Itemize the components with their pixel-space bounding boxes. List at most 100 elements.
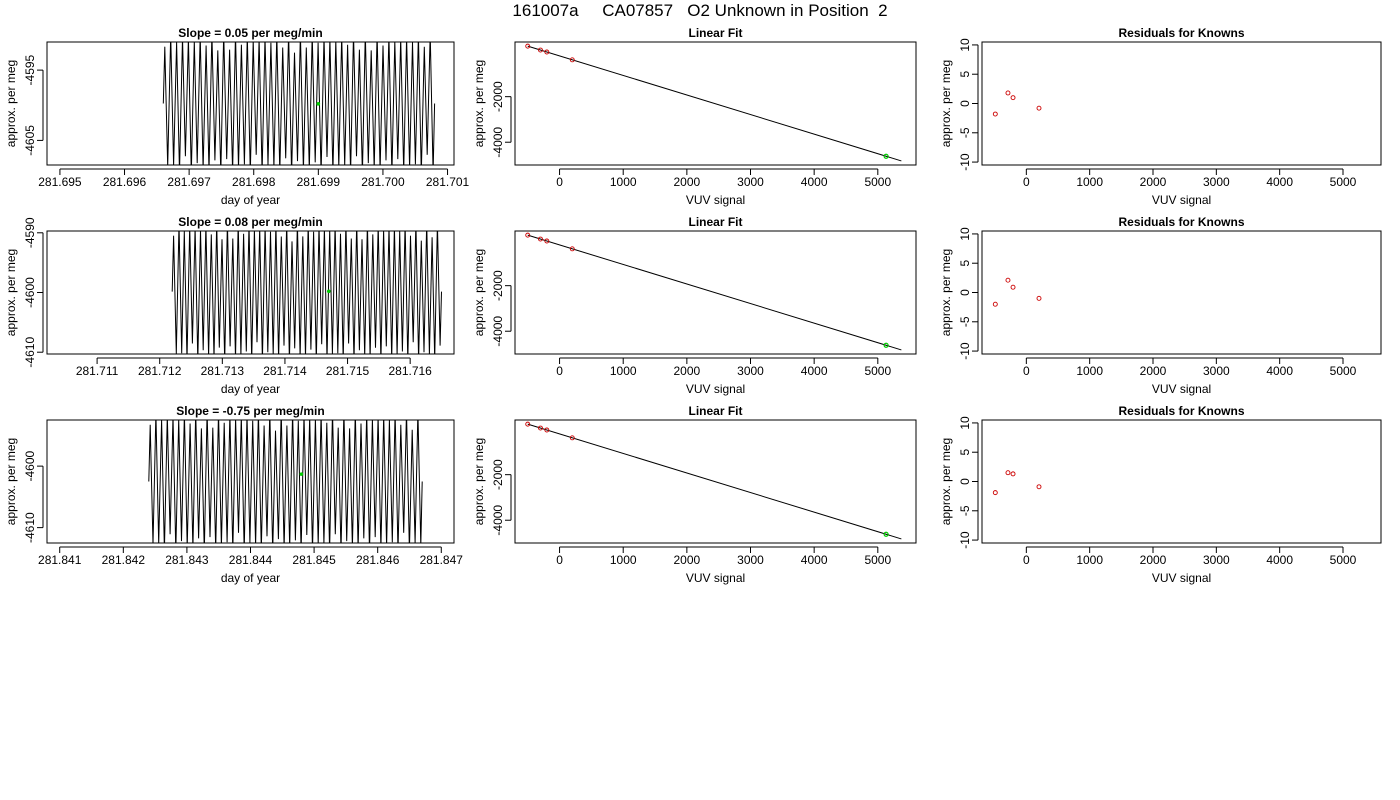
x-tick-label: 5000: [1330, 364, 1357, 378]
x-axis-label: VUV signal: [1152, 571, 1211, 585]
y-tick-label: -4610: [23, 512, 37, 543]
x-tick-label: 4000: [1266, 364, 1293, 378]
x-tick-label: 5000: [864, 553, 891, 567]
x-tick-label: 281.700: [361, 175, 405, 189]
x-tick-label: 5000: [1330, 175, 1357, 189]
plot-frame: [46, 419, 455, 544]
x-axis-label: VUV signal: [686, 571, 745, 585]
panel-title: Linear Fit: [688, 215, 742, 229]
y-tick-label: 10: [958, 227, 972, 241]
x-tick-label: 5000: [864, 364, 891, 378]
x-tick-label: 3000: [1203, 175, 1230, 189]
panel-title: Linear Fit: [688, 404, 742, 418]
x-axis-label: VUV signal: [686, 382, 745, 396]
x-axis-label: day of year: [221, 382, 280, 396]
unknown-point: [883, 531, 889, 537]
plot-area: [992, 470, 1042, 496]
y-tick-label: 10: [958, 416, 972, 430]
y-tick-label: -10: [958, 342, 972, 360]
x-tick-label: 4000: [1266, 553, 1293, 567]
y-axis-label: approx. per meg: [4, 249, 18, 336]
plot-area: [525, 43, 902, 162]
x-tick-label: 281.846: [356, 553, 400, 567]
y-tick-label: -10: [958, 531, 972, 549]
x-axis-label: VUV signal: [686, 193, 745, 207]
y-tick-label: -2000: [491, 459, 505, 490]
data-point-3: [1010, 284, 1016, 290]
y-tick-label: 10: [958, 38, 972, 52]
highlight-point: [316, 102, 321, 106]
fit-line: [527, 45, 902, 162]
x-tick-label: 281.711: [76, 364, 119, 378]
x-axis-label: day of year: [221, 571, 280, 585]
y-tick-label: 0: [958, 289, 972, 296]
data-point-4: [569, 435, 575, 441]
x-tick-label: 3000: [737, 553, 764, 567]
y-tick-label: -5: [958, 505, 972, 516]
x-tick-label: 0: [1023, 364, 1030, 378]
x-tick-label: 2000: [674, 175, 701, 189]
x-tick-label: 0: [556, 175, 563, 189]
y-axis-label: approx. per meg: [472, 60, 486, 147]
figure-title: 161007a CA07857 O2 Unknown in Position 2: [512, 1, 888, 20]
x-axis-label: VUV signal: [1152, 193, 1211, 207]
y-tick-label: -4590: [23, 217, 37, 248]
panel-title: Residuals for Knowns: [1118, 215, 1244, 229]
x-tick-label: 4000: [801, 553, 828, 567]
x-tick-label: 2000: [1140, 175, 1167, 189]
y-axis-label: approx. per meg: [939, 60, 953, 147]
panel-title: Slope = -0.75 per meg/min: [176, 404, 324, 418]
x-tick-label: 0: [1023, 553, 1030, 567]
x-tick-label: 281.698: [232, 175, 276, 189]
plot-frame: [981, 419, 1382, 544]
panel-title: Residuals for Knowns: [1118, 26, 1244, 40]
panel-2-3: Residuals for Knowns 0 1000 2000 3000 4000 500…: [939, 215, 1382, 396]
y-tick-label: -4600: [23, 277, 37, 308]
panel-title: Slope = 0.05 per meg/min: [178, 26, 322, 40]
panel-1-2: Linear Fit 0 1000 2000 3000 4000 5000 VUV signa…: [472, 26, 917, 207]
y-axis-label: approx. per meg: [939, 438, 953, 525]
x-tick-label: 281.716: [388, 364, 432, 378]
data-trace-1: [171, 231, 442, 354]
x-tick-label: 4000: [1266, 175, 1293, 189]
x-tick-label: 281.844: [229, 553, 273, 567]
x-tick-label: 281.845: [292, 553, 336, 567]
y-tick-label: 5: [958, 449, 972, 456]
data-point-1: [992, 111, 998, 117]
plot-area: [162, 42, 436, 165]
data-point-2: [1005, 90, 1011, 96]
data-point-4: [1036, 484, 1042, 490]
x-tick-label: 3000: [1203, 364, 1230, 378]
x-axis-label: VUV signal: [1152, 382, 1211, 396]
y-tick-label: -4000: [491, 127, 505, 158]
data-point-1: [525, 421, 531, 427]
x-tick-label: 0: [556, 364, 563, 378]
x-tick-label: 4000: [801, 175, 828, 189]
fit-line: [527, 423, 902, 540]
highlight-point: [326, 289, 331, 294]
x-tick-label: 281.843: [165, 553, 209, 567]
y-tick-label: -4600: [23, 450, 37, 481]
data-point-2: [538, 47, 543, 53]
data-point-3: [544, 238, 550, 244]
x-tick-label: 281.847: [420, 553, 464, 567]
x-tick-label: 2000: [674, 364, 701, 378]
y-tick-label: 0: [958, 100, 972, 107]
y-axis-label: approx. per meg: [472, 438, 486, 525]
plot-frame: [46, 41, 455, 166]
plot-frame: [981, 230, 1382, 355]
data-point-4: [1036, 105, 1042, 111]
x-tick-label: 1000: [610, 553, 637, 567]
plot-frame: [46, 230, 455, 355]
fit-line: [527, 234, 902, 351]
y-tick-label: -4000: [491, 505, 505, 536]
panel-3-1: Slope = -0.75 per meg/min 281.841 281.842 2…: [4, 404, 463, 585]
y-tick-label: -10: [958, 153, 972, 171]
x-tick-label: 281.841: [38, 553, 82, 567]
x-tick-label: 3000: [1203, 553, 1230, 567]
y-tick-label: -4595: [23, 54, 37, 85]
unknown-point: [883, 153, 889, 159]
x-tick-label: 4000: [801, 364, 828, 378]
data-point-2: [1005, 470, 1011, 476]
plot-frame: [514, 230, 917, 355]
